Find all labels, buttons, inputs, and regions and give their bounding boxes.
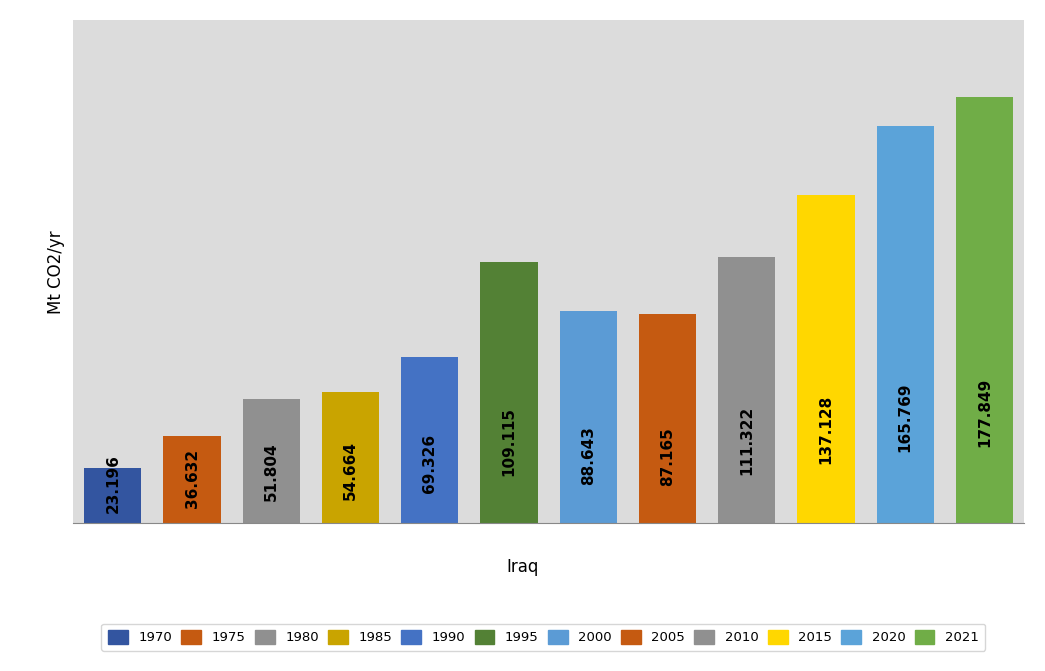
Bar	[401, 357, 459, 523]
Text: 36.632: 36.632	[185, 448, 200, 507]
Text: Iraq: Iraq	[507, 558, 538, 576]
Bar	[163, 435, 220, 523]
Bar	[638, 315, 696, 523]
Text: 109.115: 109.115	[502, 407, 516, 476]
Bar	[85, 468, 141, 523]
Text: 137.128: 137.128	[818, 395, 834, 464]
Bar	[718, 256, 775, 523]
Bar	[956, 97, 1013, 523]
Text: 111.322: 111.322	[739, 406, 754, 475]
Text: 69.326: 69.326	[422, 434, 437, 493]
Text: 177.849: 177.849	[977, 377, 992, 447]
Text: 88.643: 88.643	[581, 426, 596, 485]
Bar	[242, 399, 300, 523]
Y-axis label: Mt CO2/yr: Mt CO2/yr	[47, 230, 65, 313]
Bar	[322, 393, 379, 523]
Bar	[797, 195, 855, 523]
Text: 54.664: 54.664	[343, 441, 358, 500]
Bar	[877, 126, 934, 523]
Text: 23.196: 23.196	[106, 454, 120, 513]
Bar	[481, 262, 537, 523]
Text: 87.165: 87.165	[660, 427, 675, 486]
Text: 165.769: 165.769	[898, 382, 912, 452]
Legend: 1970, 1975, 1980, 1985, 1990, 1995, 2000, 2005, 2010, 2015, 2020, 2021: 1970, 1975, 1980, 1985, 1990, 1995, 2000…	[101, 623, 985, 651]
Text: 51.804: 51.804	[263, 442, 279, 501]
Bar	[560, 311, 617, 523]
